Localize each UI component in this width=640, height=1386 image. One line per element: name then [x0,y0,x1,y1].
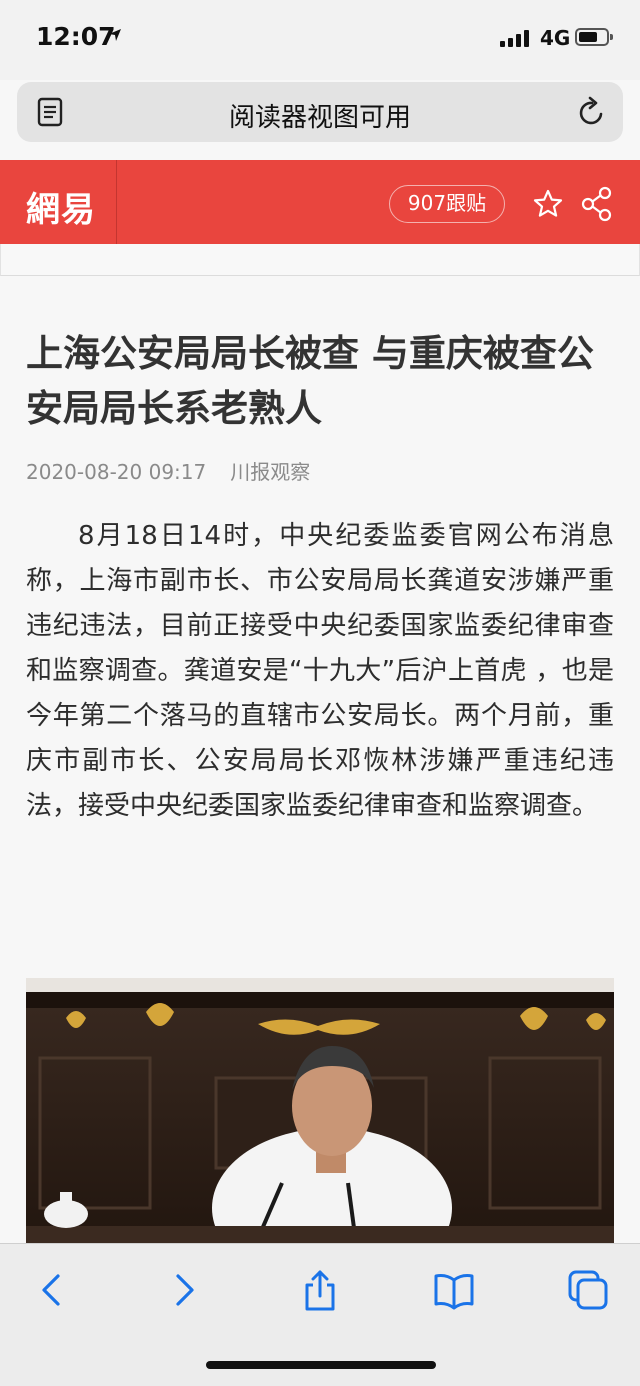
share-icon[interactable] [298,1268,342,1312]
article-date: 2020-08-20 09:17 [26,460,207,484]
reload-icon[interactable] [577,96,607,128]
address-bar[interactable]: 阅读器视图可用 [17,82,623,142]
bookmarks-icon[interactable] [432,1268,476,1312]
location-arrow-icon [109,29,121,41]
site-logo[interactable]: 網易 [26,190,96,230]
home-indicator[interactable] [206,1361,436,1369]
forward-icon[interactable] [162,1268,206,1312]
article-photo-illustration [26,978,614,1243]
status-time: 12:07 [36,22,116,51]
article-photo[interactable] [26,978,614,1243]
back-icon[interactable] [30,1268,74,1312]
signal-bars-icon [500,30,529,47]
tabs-icon[interactable] [566,1268,610,1312]
article-paragraph: 8月18日14时，中央纪委监委官网公布消息称，上海市副市长、市公安局局长龚道安涉… [26,521,614,821]
article-source[interactable]: 川报观察 [230,460,311,484]
reader-available-label[interactable]: 阅读器视图可用 [228,103,411,133]
comments-button[interactable]: 907跟贴 [389,185,505,223]
network-type: 4G [540,26,571,50]
article-title: 上海公安局局长被查 与重庆被查公安局局长系老熟人 [26,332,594,430]
header-divider [116,160,117,244]
article-meta: 2020-08-20 09:17 川报观察 [26,456,310,485]
header-subbar [0,244,640,276]
status-bar: 12:07 4G [0,0,640,80]
star-icon[interactable] [532,188,564,220]
reader-view-icon[interactable] [37,97,63,127]
share-icon[interactable] [580,186,614,222]
battery-icon [575,28,613,46]
site-header: 網易 907跟贴 [0,160,640,244]
